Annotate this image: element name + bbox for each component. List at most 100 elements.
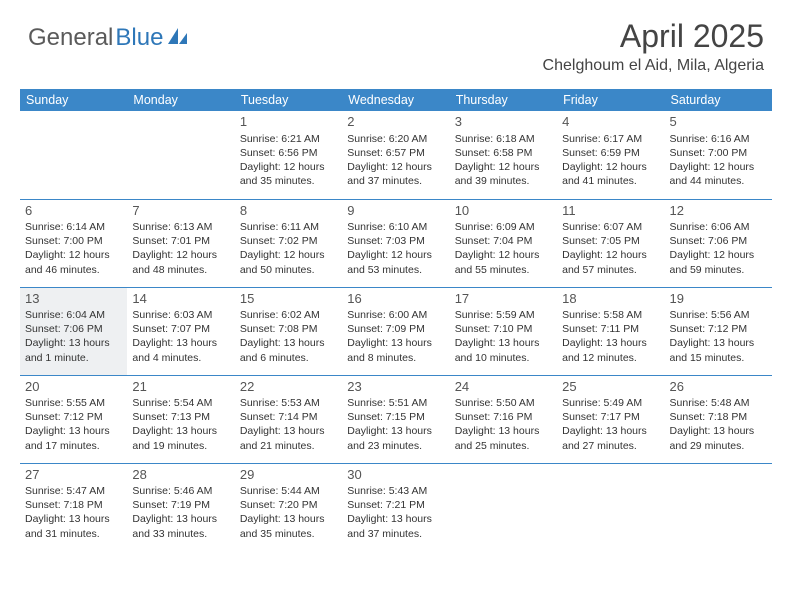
calendar-week: 6Sunrise: 6:14 AMSunset: 7:00 PMDaylight…: [20, 199, 772, 287]
day-number: 10: [455, 202, 552, 220]
day-number: 11: [562, 202, 659, 220]
daylight-text: Daylight: 12 hours and 57 minutes.: [562, 248, 659, 276]
sunrise-text: Sunrise: 5:47 AM: [25, 484, 122, 498]
calendar-week: 20Sunrise: 5:55 AMSunset: 7:12 PMDayligh…: [20, 375, 772, 463]
calendar-cell: 7Sunrise: 6:13 AMSunset: 7:01 PMDaylight…: [127, 199, 234, 287]
day-number: 8: [240, 202, 337, 220]
calendar-cell: 17Sunrise: 5:59 AMSunset: 7:10 PMDayligh…: [450, 287, 557, 375]
calendar-cell: 15Sunrise: 6:02 AMSunset: 7:08 PMDayligh…: [235, 287, 342, 375]
day-header: Saturday: [665, 89, 772, 111]
sunset-text: Sunset: 7:14 PM: [240, 410, 337, 424]
sunset-text: Sunset: 7:19 PM: [132, 498, 229, 512]
calendar-cell: 30Sunrise: 5:43 AMSunset: 7:21 PMDayligh…: [342, 463, 449, 551]
calendar-cell: 12Sunrise: 6:06 AMSunset: 7:06 PMDayligh…: [665, 199, 772, 287]
day-number: 1: [240, 113, 337, 131]
calendar-cell: 29Sunrise: 5:44 AMSunset: 7:20 PMDayligh…: [235, 463, 342, 551]
sunrise-text: Sunrise: 6:00 AM: [347, 308, 444, 322]
sunset-text: Sunset: 6:58 PM: [455, 146, 552, 160]
sunrise-text: Sunrise: 5:50 AM: [455, 396, 552, 410]
calendar-cell: 19Sunrise: 5:56 AMSunset: 7:12 PMDayligh…: [665, 287, 772, 375]
day-number: 2: [347, 113, 444, 131]
daylight-text: Daylight: 13 hours and 17 minutes.: [25, 424, 122, 452]
daylight-text: Daylight: 13 hours and 15 minutes.: [670, 336, 767, 364]
calendar-week: 27Sunrise: 5:47 AMSunset: 7:18 PMDayligh…: [20, 463, 772, 551]
sunset-text: Sunset: 7:06 PM: [25, 322, 122, 336]
logo-text-blue: Blue: [115, 24, 163, 52]
sunset-text: Sunset: 7:12 PM: [670, 322, 767, 336]
sunrise-text: Sunrise: 6:09 AM: [455, 220, 552, 234]
location-text: Chelghoum el Aid, Mila, Algeria: [543, 57, 764, 75]
calendar-cell: 11Sunrise: 6:07 AMSunset: 7:05 PMDayligh…: [557, 199, 664, 287]
day-header: Monday: [127, 89, 234, 111]
day-number: 16: [347, 290, 444, 308]
day-number: 4: [562, 113, 659, 131]
day-number: 21: [132, 378, 229, 396]
daylight-text: Daylight: 13 hours and 4 minutes.: [132, 336, 229, 364]
sunrise-text: Sunrise: 5:58 AM: [562, 308, 659, 322]
sunset-text: Sunset: 7:09 PM: [347, 322, 444, 336]
calendar-cell-empty: [127, 111, 234, 199]
sunrise-text: Sunrise: 5:43 AM: [347, 484, 444, 498]
calendar-cell-empty: [557, 463, 664, 551]
daylight-text: Daylight: 13 hours and 1 minute.: [25, 336, 122, 364]
daylight-text: Daylight: 12 hours and 37 minutes.: [347, 160, 444, 188]
calendar-cell: 26Sunrise: 5:48 AMSunset: 7:18 PMDayligh…: [665, 375, 772, 463]
sunrise-text: Sunrise: 6:06 AM: [670, 220, 767, 234]
sunrise-text: Sunrise: 5:59 AM: [455, 308, 552, 322]
day-number: 5: [670, 113, 767, 131]
calendar-table: SundayMondayTuesdayWednesdayThursdayFrid…: [20, 89, 772, 551]
sunset-text: Sunset: 7:00 PM: [670, 146, 767, 160]
day-header: Tuesday: [235, 89, 342, 111]
sunset-text: Sunset: 7:12 PM: [25, 410, 122, 424]
daylight-text: Daylight: 12 hours and 55 minutes.: [455, 248, 552, 276]
sunrise-text: Sunrise: 5:54 AM: [132, 396, 229, 410]
calendar-cell: 18Sunrise: 5:58 AMSunset: 7:11 PMDayligh…: [557, 287, 664, 375]
day-number: 6: [25, 202, 122, 220]
sunset-text: Sunset: 7:01 PM: [132, 234, 229, 248]
sunrise-text: Sunrise: 6:02 AM: [240, 308, 337, 322]
day-header: Sunday: [20, 89, 127, 111]
sunset-text: Sunset: 7:10 PM: [455, 322, 552, 336]
calendar-cell: 23Sunrise: 5:51 AMSunset: 7:15 PMDayligh…: [342, 375, 449, 463]
day-number: 25: [562, 378, 659, 396]
calendar-cell: 24Sunrise: 5:50 AMSunset: 7:16 PMDayligh…: [450, 375, 557, 463]
calendar-cell: 28Sunrise: 5:46 AMSunset: 7:19 PMDayligh…: [127, 463, 234, 551]
daylight-text: Daylight: 12 hours and 50 minutes.: [240, 248, 337, 276]
day-number: 15: [240, 290, 337, 308]
day-number: 24: [455, 378, 552, 396]
calendar-cell: 5Sunrise: 6:16 AMSunset: 7:00 PMDaylight…: [665, 111, 772, 199]
calendar-cell: 25Sunrise: 5:49 AMSunset: 7:17 PMDayligh…: [557, 375, 664, 463]
daylight-text: Daylight: 13 hours and 29 minutes.: [670, 424, 767, 452]
sunset-text: Sunset: 7:07 PM: [132, 322, 229, 336]
daylight-text: Daylight: 13 hours and 12 minutes.: [562, 336, 659, 364]
sunset-text: Sunset: 7:05 PM: [562, 234, 659, 248]
calendar-cell: 21Sunrise: 5:54 AMSunset: 7:13 PMDayligh…: [127, 375, 234, 463]
daylight-text: Daylight: 13 hours and 37 minutes.: [347, 512, 444, 540]
sunset-text: Sunset: 7:16 PM: [455, 410, 552, 424]
calendar-body: 1Sunrise: 6:21 AMSunset: 6:56 PMDaylight…: [20, 111, 772, 551]
sunset-text: Sunset: 7:20 PM: [240, 498, 337, 512]
day-header: Wednesday: [342, 89, 449, 111]
daylight-text: Daylight: 12 hours and 53 minutes.: [347, 248, 444, 276]
calendar-cell: 9Sunrise: 6:10 AMSunset: 7:03 PMDaylight…: [342, 199, 449, 287]
day-number: 26: [670, 378, 767, 396]
daylight-text: Daylight: 12 hours and 46 minutes.: [25, 248, 122, 276]
day-number: 3: [455, 113, 552, 131]
calendar-cell-empty: [450, 463, 557, 551]
sunrise-text: Sunrise: 5:44 AM: [240, 484, 337, 498]
day-number: 19: [670, 290, 767, 308]
daylight-text: Daylight: 12 hours and 41 minutes.: [562, 160, 659, 188]
calendar-cell: 6Sunrise: 6:14 AMSunset: 7:00 PMDaylight…: [20, 199, 127, 287]
daylight-text: Daylight: 13 hours and 6 minutes.: [240, 336, 337, 364]
sunrise-text: Sunrise: 5:49 AM: [562, 396, 659, 410]
day-header: Thursday: [450, 89, 557, 111]
calendar-cell: 4Sunrise: 6:17 AMSunset: 6:59 PMDaylight…: [557, 111, 664, 199]
day-number: 18: [562, 290, 659, 308]
calendar-cell-empty: [665, 463, 772, 551]
day-number: 23: [347, 378, 444, 396]
calendar-week: 13Sunrise: 6:04 AMSunset: 7:06 PMDayligh…: [20, 287, 772, 375]
header: GeneralBlue April 2025 Chelghoum el Aid,…: [0, 0, 792, 83]
calendar-cell: 3Sunrise: 6:18 AMSunset: 6:58 PMDaylight…: [450, 111, 557, 199]
sunrise-text: Sunrise: 6:04 AM: [25, 308, 122, 322]
sunrise-text: Sunrise: 6:11 AM: [240, 220, 337, 234]
